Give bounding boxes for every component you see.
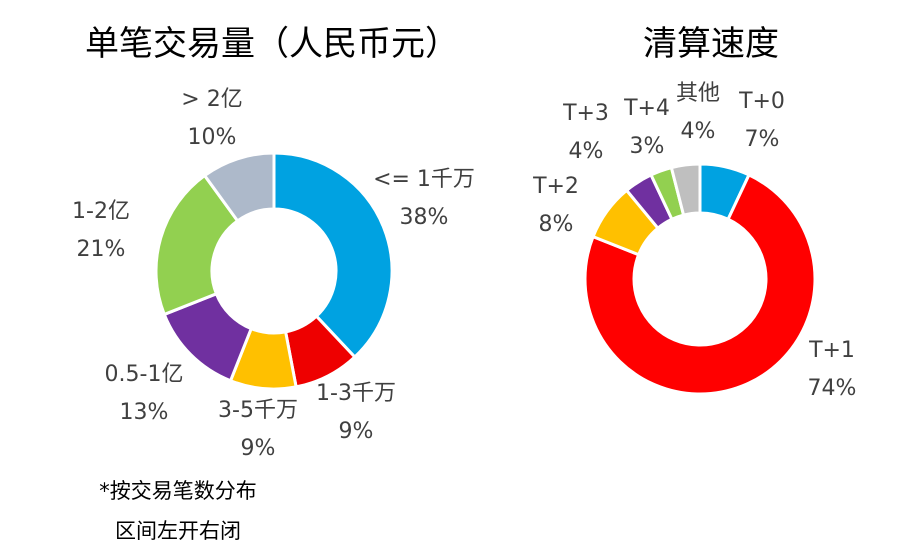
right-slice-label-0: T+0 — [738, 89, 785, 114]
right-slice-value-4: 3% — [630, 134, 665, 159]
left-chart-note-line-1: *按交易笔数分布 — [99, 479, 257, 503]
left-slice-value-4: 21% — [77, 237, 126, 262]
right-slice-label-5: 其他 — [676, 81, 720, 106]
right-donut-labels: T+0 7% T+1 74% T+2 8% T+3 4% T+4 3% 其他 4% — [532, 81, 856, 401]
left-slice-label-3: 0.5-1亿 — [105, 362, 184, 387]
right-slice-label-2: T+2 — [532, 174, 579, 199]
left-chart-note-line-2: 区间左开右闭 — [115, 519, 241, 543]
left-slice-4 — [154, 173, 240, 317]
right-slice-value-2: 8% — [539, 212, 574, 237]
right-slice-value-3: 4% — [569, 139, 604, 164]
right-donut — [583, 162, 817, 396]
left-slice-label-2: 3-5千万 — [218, 398, 298, 423]
right-slice-label-3: T+3 — [562, 101, 609, 126]
left-slice-label-5: > 2亿 — [181, 87, 242, 112]
left-slice-value-2: 9% — [241, 436, 276, 461]
right-slice-label-1: T+1 — [808, 338, 855, 363]
right-slice-1 — [583, 172, 817, 396]
right-slice-value-5: 4% — [681, 119, 716, 144]
left-slice-value-1: 9% — [339, 419, 374, 444]
right-slice-value-1: 74% — [808, 376, 857, 401]
left-donut-labels: <= 1千万 38% 1-3千万 9% 3-5千万 9% 0.5-1亿 13% 1-2亿 21% >… — [72, 87, 475, 461]
right-chart-title: 清算速度 — [643, 24, 779, 64]
left-slice-label-0: <= 1千万 — [373, 167, 475, 192]
left-slice-0 — [272, 151, 394, 360]
left-slice-value-5: 10% — [188, 125, 237, 150]
left-slice-label-4: 1-2亿 — [72, 199, 130, 224]
left-chart-title: 单笔交易量（人民币元） — [85, 24, 459, 64]
right-slice-label-4: T+4 — [623, 96, 670, 121]
left-slice-value-3: 13% — [120, 400, 169, 425]
right-slice-value-0: 7% — [745, 127, 780, 152]
left-slice-label-1: 1-3千万 — [316, 381, 396, 406]
left-donut — [154, 151, 394, 391]
left-slice-value-0: 38% — [400, 205, 449, 230]
left-slice-5 — [202, 151, 276, 223]
right-slice-5 — [669, 162, 702, 217]
